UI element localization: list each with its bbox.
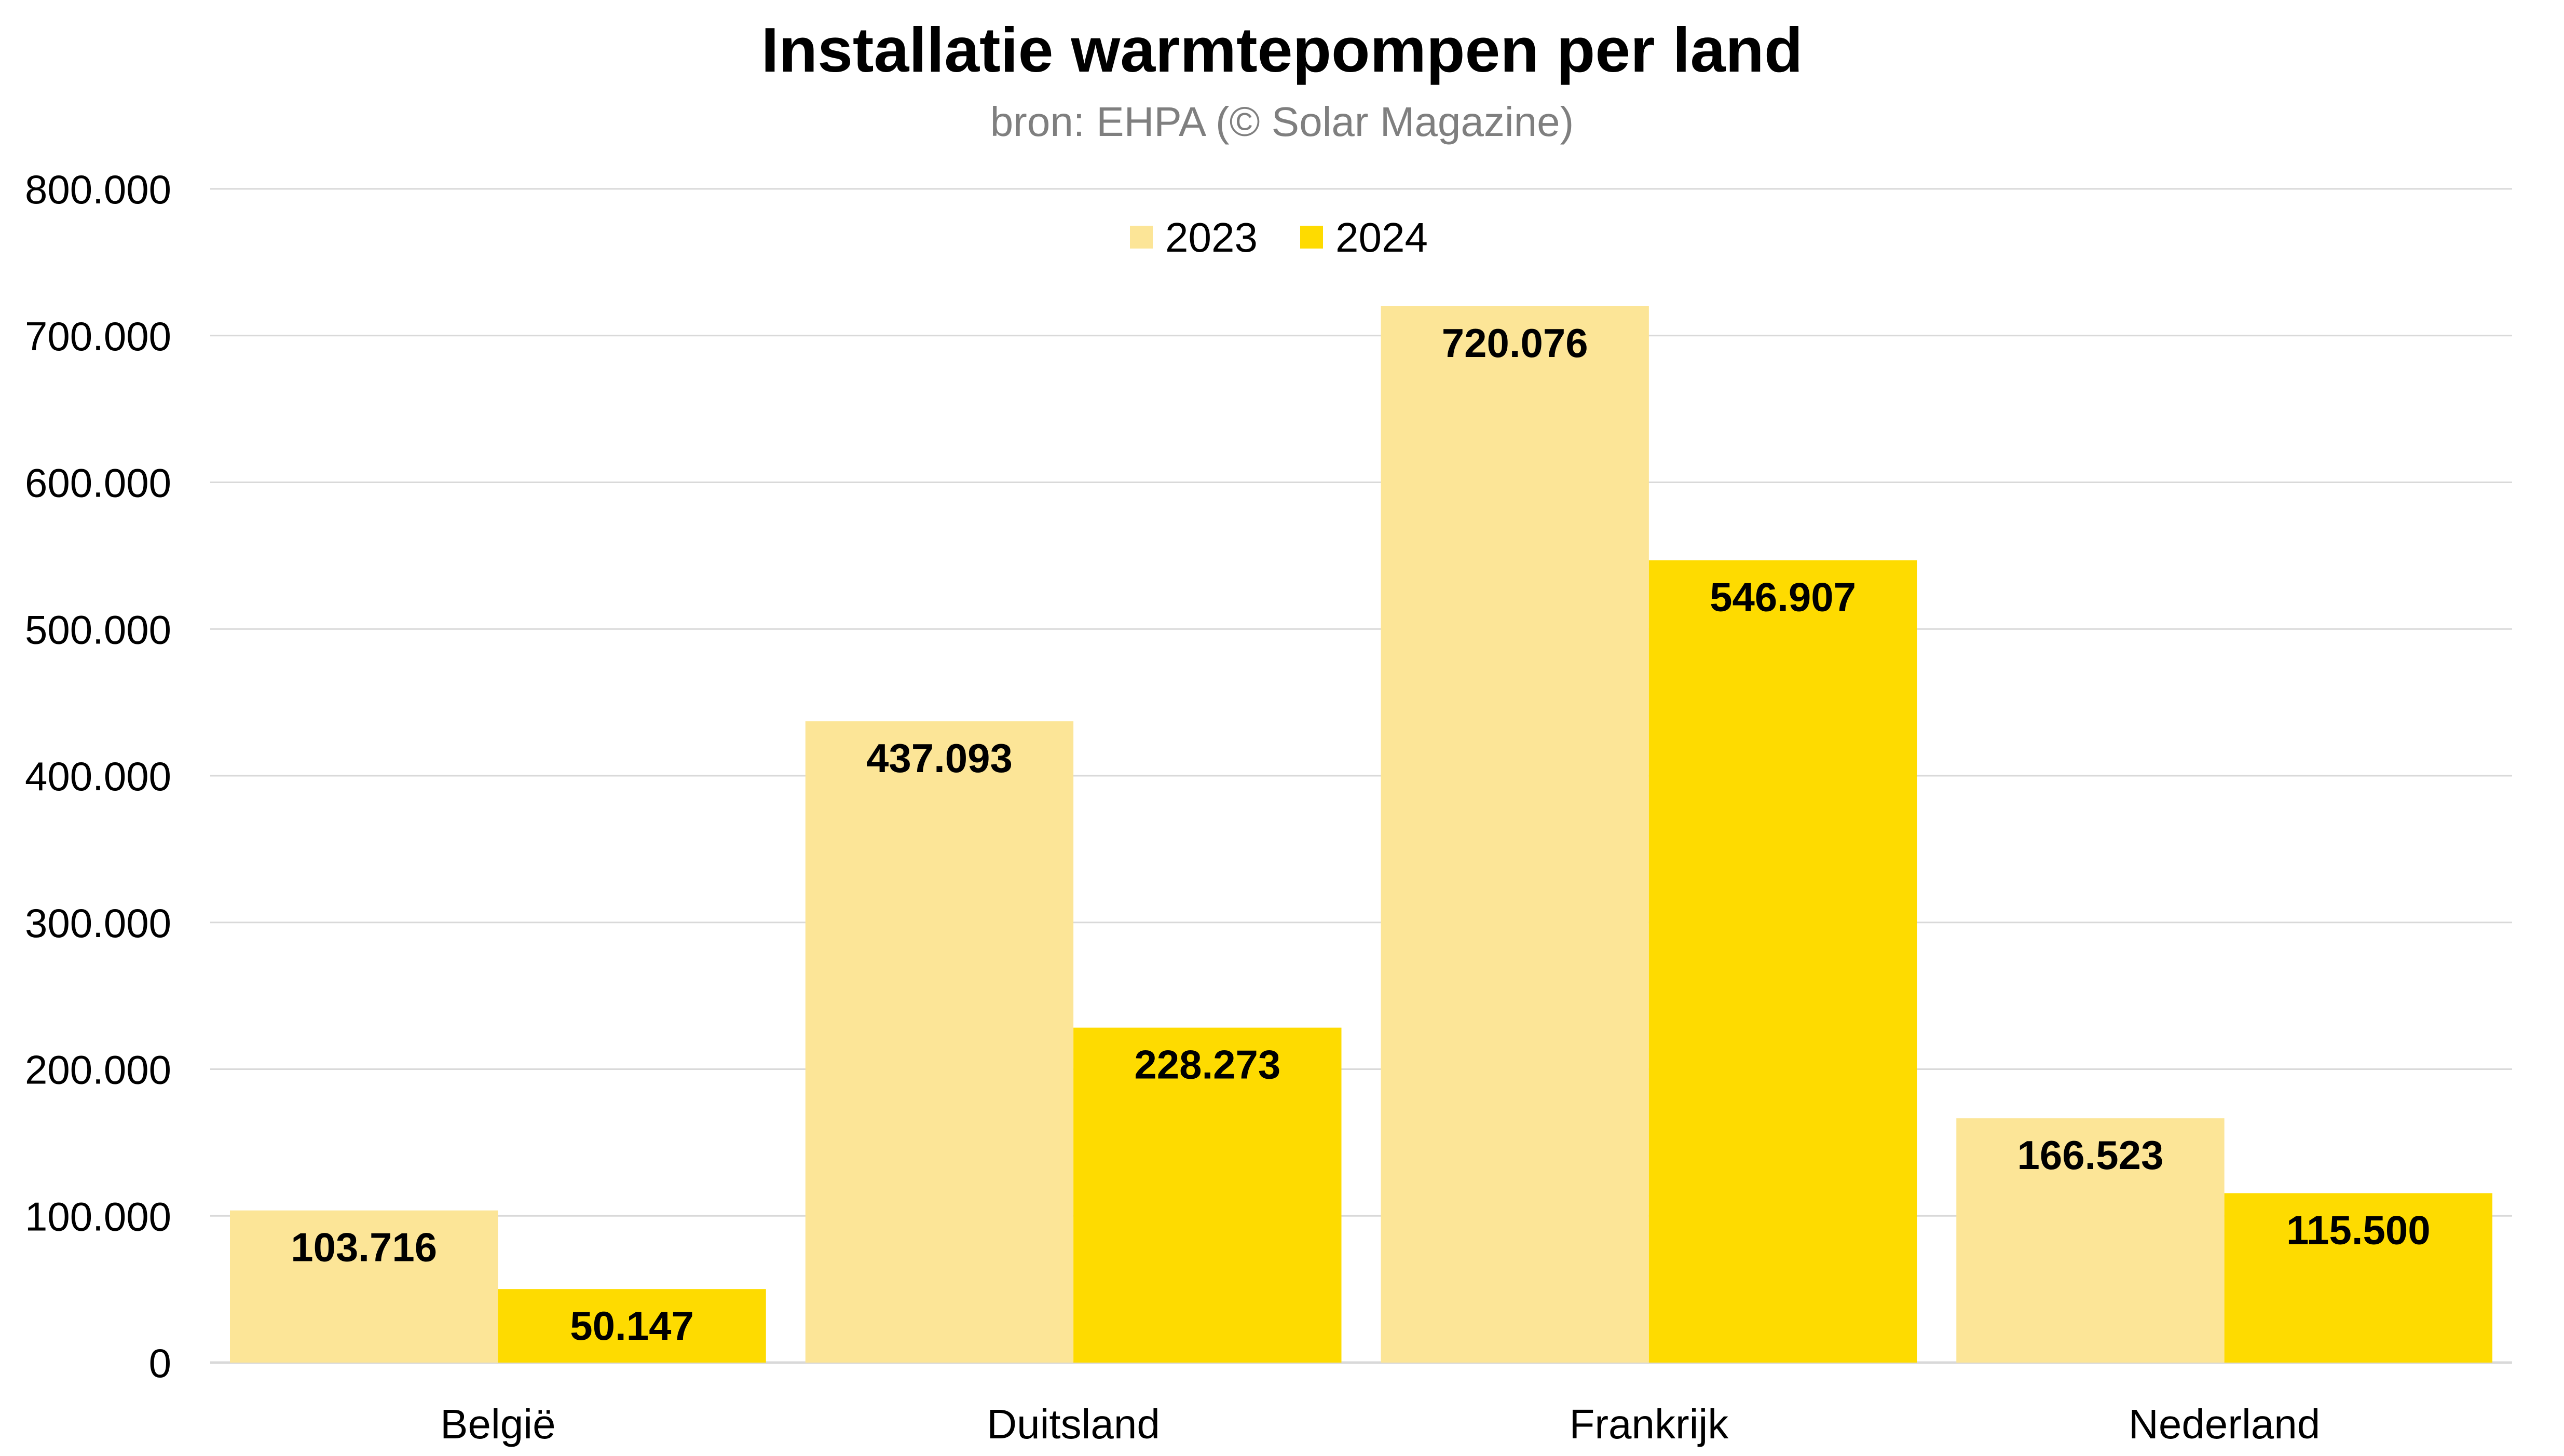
y-tick-label: 600.000 [25,460,171,506]
y-tick-label: 0 [149,1340,171,1386]
y-axis-ticks: 0 100.000 200.000 300.000 400.000 500.000 600.… [25,167,171,1386]
x-category-label: België [440,1401,555,1447]
x-category-label: Duitsland [987,1401,1160,1447]
bar-2024-België [498,1289,766,1363]
y-tick-label: 800.000 [25,167,171,212]
y-tick-label: 200.000 [25,1047,171,1093]
legend-label: 2023 [1165,214,1258,260]
bar-2023-Duitsland [805,721,1074,1363]
x-category-label: Frankrijk [1570,1401,1729,1447]
data-label: 437.093 [866,735,1013,781]
data-labels: 103.716 50.147 437.093 228.273 720.076 546.90… [291,320,2430,1349]
x-category-label: Nederland [2129,1401,2320,1447]
bar-2024-Nederland [2224,1193,2492,1363]
data-label: 228.273 [1134,1042,1280,1088]
legend: 2023 2024 [1130,214,1428,260]
chart-subtitle: bron: EHPA (© Solar Magazine) [990,99,1574,145]
bar-2023-Frankrijk [1381,306,1649,1363]
x-axis-categories: België Duitsland Frankrijk Nederland [440,1401,2320,1447]
y-tick-label: 100.000 [25,1193,171,1239]
chart-title: Installatie warmtepompen per land [761,15,1803,85]
data-label: 720.076 [1442,320,1588,366]
bars [230,306,2492,1363]
data-label: 115.500 [2286,1207,2431,1253]
y-tick-label: 700.000 [25,313,171,359]
bar-2024-Frankrijk [1648,560,1917,1363]
data-label: 166.523 [2017,1132,2163,1178]
data-label: 103.716 [291,1225,437,1270]
legend-label: 2024 [1335,214,1428,260]
data-label: 546.907 [1710,574,1856,620]
bar-2023-Nederland [1956,1118,2225,1363]
bar-2024-Duitsland [1073,1027,1342,1363]
y-tick-label: 400.000 [25,753,171,799]
data-label: 50.147 [570,1303,694,1349]
bar-2023-België [230,1210,498,1363]
y-tick-label: 300.000 [25,900,171,946]
legend-swatch-2023 [1130,226,1153,249]
legend-swatch-2024 [1300,226,1323,249]
y-tick-label: 500.000 [25,607,171,652]
